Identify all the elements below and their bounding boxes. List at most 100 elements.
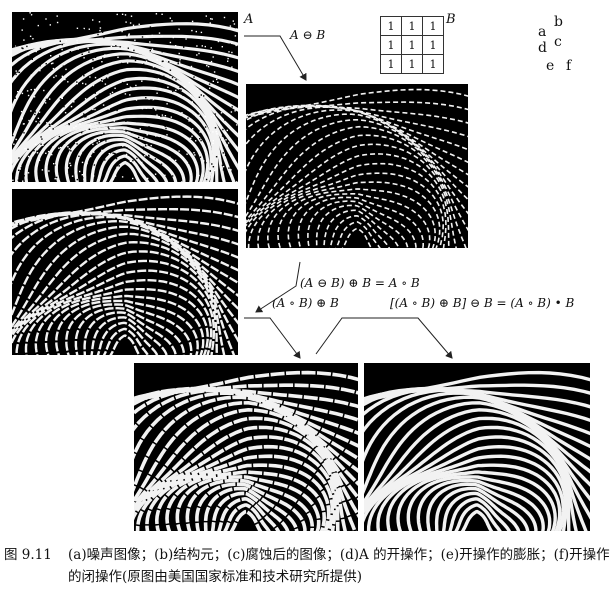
noise-pixel <box>82 82 84 85</box>
noise-pixel <box>22 180 24 182</box>
noise-pixel <box>121 30 123 33</box>
noise-pixel <box>178 52 180 55</box>
ridge-line <box>12 38 238 74</box>
noise-pixel <box>85 83 87 85</box>
noise-pixel <box>214 169 216 171</box>
figure-number: 图 9.11 <box>4 547 52 563</box>
noise-pixel <box>211 18 213 20</box>
ridge-line <box>145 454 335 531</box>
noise-pixel <box>202 127 205 130</box>
noise-pixel <box>92 67 94 69</box>
noise-pixel <box>233 23 236 25</box>
noise-pixel <box>234 110 236 112</box>
ridge-line <box>246 101 468 117</box>
noise-pixel <box>54 164 56 166</box>
noise-pixel <box>204 115 206 118</box>
noise-pixel <box>115 157 118 160</box>
noise-pixel <box>152 107 154 110</box>
noise-pixel <box>131 131 133 134</box>
noise-pixel <box>48 127 50 129</box>
noise-pixel <box>146 143 148 146</box>
noise-pixel <box>144 155 146 157</box>
noise-pixel <box>145 145 147 147</box>
noise-pixel <box>213 114 215 116</box>
noise-pixel <box>67 146 69 148</box>
noise-pixel <box>81 53 83 55</box>
noise-pixel <box>218 155 220 157</box>
noise-pixel <box>220 112 223 114</box>
fingerprint-d-svg <box>12 195 238 355</box>
noise-pixel <box>227 100 229 102</box>
noise-pixel <box>65 87 67 89</box>
noise-pixel <box>108 108 110 110</box>
noise-pixel <box>114 107 117 109</box>
noise-pixel <box>199 131 201 133</box>
noise-pixel <box>50 55 52 57</box>
noise-pixel <box>158 137 160 139</box>
noise-pixel <box>171 175 174 177</box>
noise-pixel <box>103 132 105 135</box>
noise-pixel <box>186 111 189 114</box>
noise-pixel <box>54 178 56 180</box>
noise-pixel <box>129 94 131 96</box>
noise-pixel <box>15 45 18 47</box>
noise-pixel <box>198 114 200 116</box>
arrow-d-to-e <box>244 317 301 359</box>
noise-pixel <box>23 123 25 125</box>
noise-pixel <box>21 53 23 55</box>
noise-pixel <box>28 96 30 98</box>
noise-pixel <box>219 49 221 51</box>
noise-pixel <box>155 109 157 111</box>
noise-pixel <box>193 152 195 154</box>
noise-pixel <box>236 28 238 30</box>
noise-pixel <box>204 45 206 48</box>
noise-pixel <box>45 98 48 101</box>
noise-pixel <box>93 164 96 166</box>
ridge-line <box>364 395 590 495</box>
noise-pixel <box>134 59 137 62</box>
noise-pixel <box>229 107 231 110</box>
noise-pixel <box>212 80 214 82</box>
noise-pixel <box>161 107 164 109</box>
noise-pixel <box>99 29 101 32</box>
noise-pixel <box>62 65 65 67</box>
noise-pixel <box>192 115 195 117</box>
noise-pixel <box>33 150 35 152</box>
noise-pixel <box>42 144 44 146</box>
noise-pixel <box>23 39 25 41</box>
noise-pixel <box>149 26 152 28</box>
noise-pixel <box>185 101 187 104</box>
ridge-line <box>90 316 168 355</box>
ridge-line <box>83 138 178 182</box>
noise-pixel <box>59 40 61 42</box>
struct-cell: 1 <box>380 16 402 36</box>
noise-pixel <box>14 77 16 79</box>
noise-pixel <box>122 145 124 147</box>
noise-pixel <box>106 154 108 156</box>
noise-pixel <box>107 126 109 128</box>
ridge-line <box>134 370 358 403</box>
noise-pixel <box>133 33 136 35</box>
noise-pixel <box>76 178 78 181</box>
noise-pixel <box>158 74 161 77</box>
ridge-line <box>246 125 468 232</box>
noise-pixel <box>162 171 165 173</box>
noise-pixel <box>19 168 21 170</box>
noise-pixel <box>39 65 41 67</box>
noise-pixel <box>183 28 186 30</box>
noise-pixel <box>55 63 57 66</box>
noise-pixel <box>212 140 215 142</box>
ridge-line <box>64 129 193 182</box>
noise-pixel <box>35 120 37 123</box>
noise-pixel <box>38 159 41 161</box>
noise-pixel <box>107 85 109 88</box>
noise-pixel <box>111 104 113 106</box>
noise-pixel <box>156 114 158 116</box>
noise-pixel <box>59 98 62 100</box>
ridge-line <box>12 212 238 232</box>
struct-row: 1 1 1 <box>380 35 444 55</box>
noise-pixel <box>174 63 176 65</box>
noise-pixel <box>194 174 196 176</box>
noise-pixel <box>111 91 114 94</box>
noise-pixel <box>64 24 67 27</box>
